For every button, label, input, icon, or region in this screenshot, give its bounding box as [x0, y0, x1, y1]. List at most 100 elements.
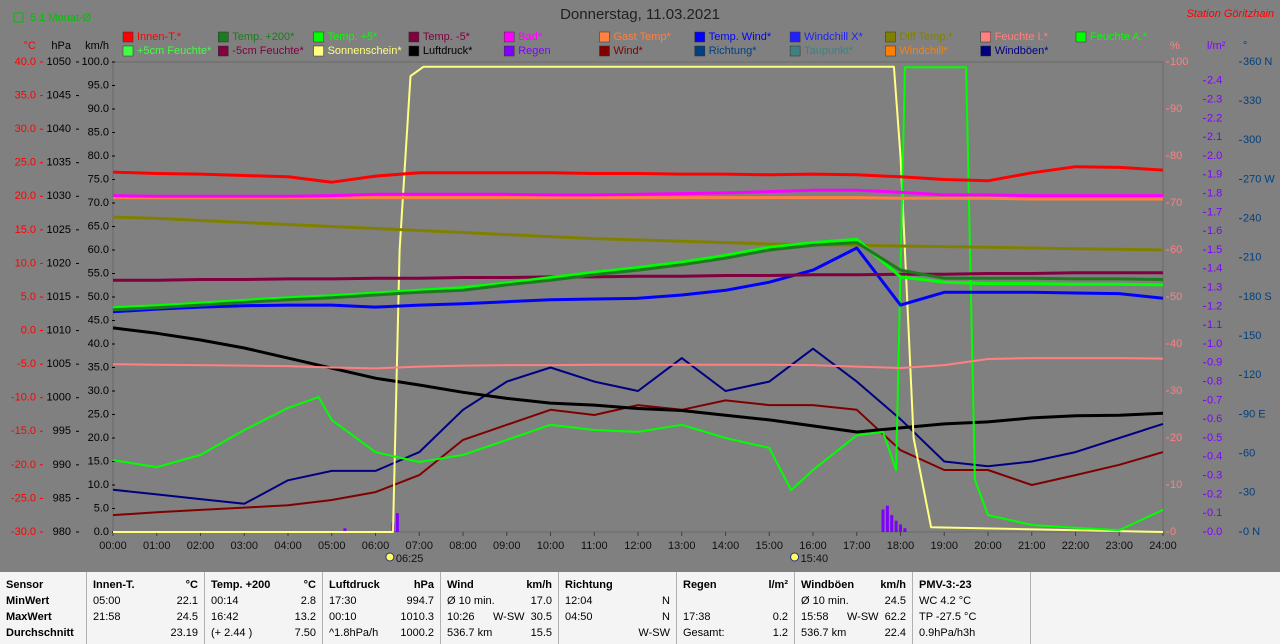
- y-tick-label: 30: [1170, 385, 1182, 397]
- legend-swatch: [694, 31, 706, 43]
- column-title: Temp. +200: [211, 579, 271, 591]
- y-tick-label: 0.9: [1207, 357, 1222, 369]
- y-tick-label: 2.1: [1207, 131, 1222, 143]
- table-row: 17:38 0.2: [683, 609, 788, 625]
- y-tick-label: 1.9: [1207, 169, 1222, 181]
- legend-label: -5cm Feuchte*: [232, 45, 304, 57]
- table-row: 17:30 994.7: [329, 593, 434, 609]
- series-line: [112, 241, 1164, 312]
- y-tick-label: 0.0: [21, 324, 36, 336]
- toggle-box[interactable]: [13, 12, 24, 23]
- cell-left: 00:10: [329, 611, 357, 623]
- legend-label: Windchill*: [899, 45, 948, 57]
- cell-right: 13.2: [294, 611, 316, 623]
- column-title: Regen: [683, 579, 717, 591]
- cell-left: 21:58: [93, 611, 121, 623]
- cell-left: MaxWert: [6, 611, 52, 623]
- table-column: Innen-T. °C 05:00 22.1 21:58 24.5 23.19: [87, 572, 205, 644]
- chart-title: Donnerstag, 11.03.2021: [560, 6, 720, 23]
- y-tick-label: 50.0: [88, 291, 109, 303]
- y-tick-label: 0 N: [1243, 526, 1260, 538]
- x-tick-label: 07:00: [405, 540, 433, 552]
- legend-label: Windchill X*: [804, 31, 863, 43]
- x-tick-label: 10:00: [537, 540, 565, 552]
- y-tick-label: 1.4: [1207, 263, 1222, 275]
- cell-left: 16:42: [211, 611, 239, 623]
- rain-bar: [343, 528, 347, 532]
- legend-label: Luftdruck*: [423, 45, 473, 57]
- x-tick-label: 23:00: [1105, 540, 1133, 552]
- column-title: Innen-T.: [93, 579, 135, 591]
- y-tick-label: 1.7: [1207, 206, 1222, 218]
- y-tick-label: -10.0: [11, 392, 36, 404]
- column-header: Sensor: [6, 577, 80, 593]
- legend-swatch: [694, 45, 706, 57]
- cell-left: Gesamt:: [683, 627, 725, 639]
- y-tick-label: 0.4: [1207, 451, 1222, 463]
- table-column: Wind km/h Ø 10 min. 17.0 10:26 W-SW 30.5 536.7 …: [441, 572, 559, 644]
- y-tick-label: 0.6: [1207, 413, 1222, 425]
- y-tick-label: 1.0: [1207, 338, 1222, 350]
- series-line: [112, 399, 1164, 517]
- y-tick-label: 1005: [47, 358, 71, 370]
- column-header: Temp. +200 °C: [211, 577, 316, 593]
- table-row: [683, 593, 788, 609]
- y-tick-label: 30.0: [15, 123, 36, 135]
- y-tick-label: 5.0: [21, 291, 36, 303]
- y-tick-label: 50: [1170, 291, 1182, 303]
- rain-bar: [881, 509, 885, 532]
- cell-right: 0.2: [772, 611, 788, 623]
- x-tick-label: 00:00: [99, 540, 127, 552]
- series-line: [113, 65, 1164, 533]
- y-tick-label: 1.3: [1207, 282, 1222, 294]
- cell-left: 05:00: [93, 595, 121, 607]
- table-row: 10:26 W-SW 30.5: [447, 609, 552, 625]
- table-row: 12:04 N: [565, 593, 670, 609]
- legend-label: Temp. +200*: [232, 31, 295, 43]
- legend-label: Bad*: [518, 31, 543, 43]
- table-row: MaxWert: [6, 609, 80, 625]
- y-tick-label: 70: [1170, 197, 1182, 209]
- column-unit: °C: [303, 579, 316, 591]
- y-tick-label: 1.2: [1207, 300, 1222, 312]
- legend-swatch: [789, 45, 801, 57]
- legend-label: Regen: [518, 45, 550, 57]
- cell-mid: W-SW: [493, 611, 525, 623]
- table-row: 21:58 24.5: [93, 609, 198, 625]
- column-title: Sensor: [6, 579, 44, 591]
- cell-right: 22.1: [176, 595, 198, 607]
- table-row: 0.9hPa/h3h: [919, 625, 1024, 641]
- legend-label: Taupunkt*: [804, 45, 854, 57]
- event-label: 15:40: [801, 553, 829, 565]
- y-tick-label: 985: [53, 492, 71, 504]
- x-tick-label: 16:00: [799, 540, 827, 552]
- column-title: Richtung: [565, 579, 613, 591]
- y-tick-label: 55.0: [88, 267, 109, 279]
- rain-bar: [890, 515, 894, 532]
- table-column: Windböen km/h Ø 10 min. 24.5 15:58 W-SW 62.2 53…: [795, 572, 913, 644]
- y-tick-label: 15.0: [88, 455, 109, 467]
- cell-right: N: [662, 595, 670, 607]
- toggle-label[interactable]: 5.1 Monat-Ø: [30, 12, 92, 24]
- station-name: Station Göritzhain: [1187, 8, 1274, 20]
- axis-unit: °C: [24, 40, 36, 52]
- cell-right: 1.2: [772, 627, 788, 639]
- y-tick-label: 30: [1243, 487, 1255, 499]
- y-tick-label: 90.0: [88, 103, 109, 115]
- x-tick-label: 01:00: [143, 540, 171, 552]
- stats-table: Sensor MinWert MaxWert Durchschnitt Innen-T.…: [0, 572, 1280, 644]
- y-tick-label: 210: [1243, 252, 1261, 264]
- y-tick-label: 1000: [47, 392, 71, 404]
- cell-right: 23.19: [170, 627, 198, 639]
- cell-left: Durchschnitt: [6, 627, 74, 639]
- series-line: [112, 347, 1164, 505]
- x-tick-label: 09:00: [493, 540, 521, 552]
- x-tick-label: 24:00: [1149, 540, 1177, 552]
- y-tick-label: 40.0: [15, 56, 36, 68]
- y-tick-label: 1.6: [1207, 225, 1222, 237]
- y-tick-label: 10: [1170, 479, 1182, 491]
- y-tick-label: 2.2: [1207, 112, 1222, 124]
- y-tick-label: 995: [53, 425, 71, 437]
- series-line: [112, 237, 1164, 310]
- y-tick-label: -25.0: [11, 492, 36, 504]
